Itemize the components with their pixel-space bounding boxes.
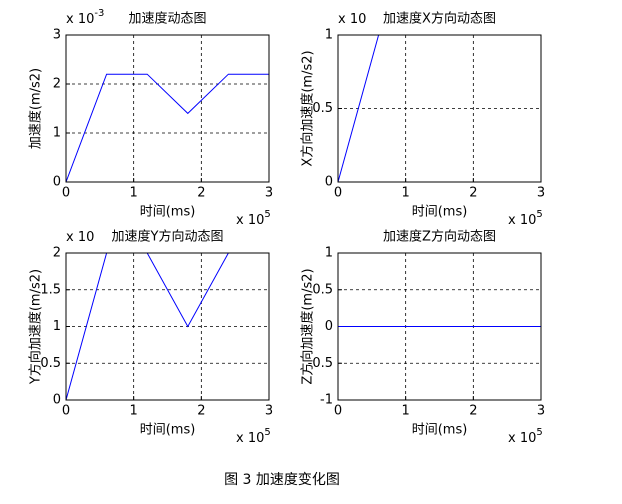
x-tick-label: 2 [197, 404, 205, 419]
y-tick-label: 0.5 [312, 282, 333, 297]
subplot-title: 加速度X方向动态图 [383, 11, 496, 27]
scale-multiplier: x 10 [66, 230, 94, 245]
plot-area [66, 35, 269, 182]
x-axis-label: 时间(ms) [140, 205, 196, 220]
x-tick-label: 3 [537, 404, 545, 419]
y-tick-label: 0 [325, 175, 333, 190]
multiplier-exponent: 5 [536, 209, 542, 220]
y-tick-label: 1 [53, 126, 61, 141]
y-axis-label: X方向加速度(m/s2) [300, 50, 316, 166]
y-tick-label: 1.5 [40, 282, 61, 297]
y-tick-label: 3 [53, 28, 61, 43]
x-tick-label: 0 [62, 186, 70, 201]
x-tick-label: 0 [62, 404, 70, 419]
multiplier-base: x 10 [508, 431, 536, 446]
data-line [338, 35, 380, 182]
x-tick-label: 2 [469, 186, 477, 201]
x-axis-label: 时间(ms) [140, 423, 196, 438]
x-tick-label: 1 [402, 404, 410, 419]
multiplier-exponent: 5 [264, 427, 270, 438]
x-tick-label: 3 [265, 186, 273, 201]
scale-multiplier: x 105 [508, 427, 543, 446]
multiplier-exponent: 5 [536, 427, 542, 438]
y-tick-label: 1 [325, 28, 333, 43]
y-axis-label: Z方向加速度(m/s2) [300, 268, 316, 384]
x-tick-label: 0 [334, 186, 342, 201]
y-tick-label: 1 [325, 246, 333, 261]
data-line [66, 253, 269, 400]
axes-box [337, 34, 542, 183]
y-tick-label: 0.5 [312, 101, 333, 116]
y-tick-label: 0 [325, 319, 333, 334]
scale-multiplier: x 105 [508, 209, 543, 228]
figure-caption: 图 3 加速度变化图 [224, 472, 340, 488]
y-tick-label: 0 [53, 175, 61, 190]
x-tick-label: 1 [130, 186, 138, 201]
x-tick-label: 3 [265, 404, 273, 419]
x-tick-label: 0 [334, 404, 342, 419]
x-tick-label: 1 [130, 404, 138, 419]
axes-box [65, 34, 270, 183]
y-tick-label: 1 [53, 319, 61, 334]
scale-multiplier: x 10 [338, 12, 366, 27]
x-tick-label: 2 [197, 186, 205, 201]
multiplier-base: x 10 [338, 12, 366, 27]
y-tick-label: -0.5 [308, 356, 333, 371]
y-axis-label: Y方向加速度(m/s2) [28, 269, 44, 385]
multiplier-base: x 10 [66, 12, 94, 27]
subplot-title: 加速度Y方向动态图 [112, 229, 224, 245]
subplot-title: 加速度动态图 [128, 11, 206, 27]
subplot-title: 加速度Z方向动态图 [383, 229, 496, 245]
y-tick-label: 0.5 [40, 356, 61, 371]
multiplier-base: x 10 [66, 230, 94, 245]
scale-multiplier: x 105 [236, 209, 271, 228]
y-tick-label: 0 [53, 393, 61, 408]
y-axis-label: 加速度(m/s2) [28, 68, 44, 149]
x-tick-label: 3 [537, 186, 545, 201]
multiplier-base: x 10 [236, 213, 264, 228]
multiplier-base: x 10 [236, 431, 264, 446]
x-tick-label: 1 [402, 186, 410, 201]
multiplier-exponent: 5 [264, 209, 270, 220]
scale-multiplier: x 10-3 [66, 8, 104, 27]
x-tick-label: 2 [469, 404, 477, 419]
multiplier-base: x 10 [508, 213, 536, 228]
x-axis-label: 时间(ms) [412, 423, 468, 438]
y-tick-label: 2 [53, 246, 61, 261]
y-tick-label: 2 [53, 77, 61, 92]
axes-box [337, 252, 542, 401]
data-line [66, 73, 269, 182]
x-axis-label: 时间(ms) [412, 205, 468, 220]
y-tick-label: -1 [320, 393, 333, 408]
scale-multiplier: x 105 [236, 427, 271, 446]
axes-box [65, 252, 270, 401]
multiplier-exponent: -3 [94, 8, 104, 19]
